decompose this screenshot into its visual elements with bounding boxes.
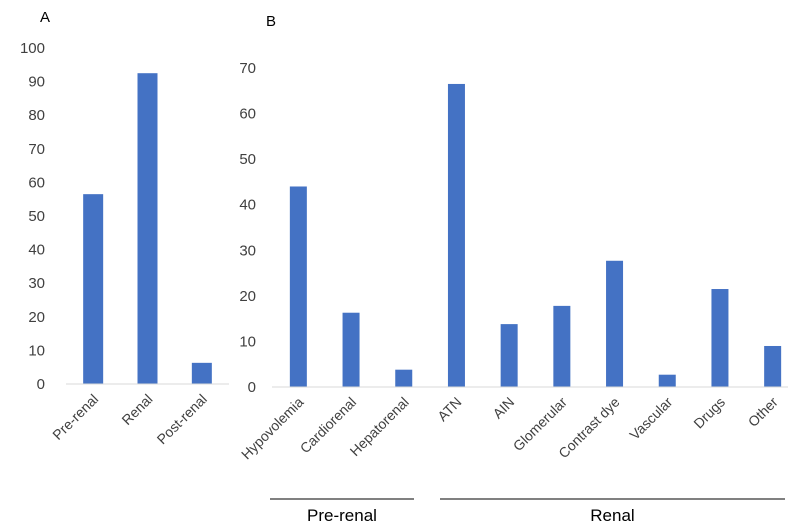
bar-hepatorenal <box>395 369 413 387</box>
panela-y-tick-label: 40 <box>28 242 45 259</box>
bar-post-renal <box>191 362 212 384</box>
panela-y-tick-label: 100 <box>20 40 45 57</box>
bar-cardiorenal <box>342 312 360 387</box>
panel-b-category-groups: Pre-renal Renal <box>270 498 785 525</box>
panel-a-chart: A 0 10 20 30 40 50 60 70 80 90 100 Pre-renal RenalP… <box>20 9 229 447</box>
panel-b-bars <box>289 83 782 387</box>
x-tick-label-vascular: Vascular <box>626 394 675 443</box>
panela-y-tick-label: 20 <box>28 309 45 326</box>
panel-b-y-axis-ticks: 0 10 20 30 40 50 60 70 <box>239 60 256 396</box>
panelb-y-tick-label: 70 <box>239 60 256 77</box>
panelb-y-tick-label: 20 <box>239 288 256 305</box>
x-tick-label-other: Other <box>745 394 781 430</box>
panelb-y-tick-label: 30 <box>239 242 256 259</box>
group-label-pre-renal: Pre-renal <box>307 506 377 525</box>
panela-y-tick-label: 10 <box>28 342 45 359</box>
panelb-y-tick-label: 0 <box>248 379 256 396</box>
panela-y-tick-label: 90 <box>28 74 45 91</box>
x-tick-label-post-renal: Post-renal <box>154 391 210 447</box>
bar-other <box>764 345 782 387</box>
panelb-y-tick-label: 50 <box>239 151 256 168</box>
panel-a-bars <box>83 73 212 384</box>
panela-y-tick-label: 30 <box>28 275 45 292</box>
x-tick-label-ain: AIN <box>489 394 517 422</box>
panela-y-tick-label: 0 <box>37 376 45 393</box>
bar-vascular <box>658 374 676 387</box>
bar-atn <box>447 83 465 387</box>
bar-renal <box>137 73 158 384</box>
bar-contrast-dye <box>606 260 624 387</box>
x-tick-label-hypovolemia: Hypovolemia <box>238 394 307 463</box>
group-label-renal: Renal <box>590 506 634 525</box>
bar-hypovolemia <box>289 186 307 387</box>
panelb-y-tick-label: 10 <box>239 333 256 350</box>
bar-pre-renal <box>83 194 104 384</box>
panela-y-tick-label: 70 <box>28 141 45 158</box>
panel-a-label: A <box>40 9 50 26</box>
panela-y-tick-label: 50 <box>28 208 45 225</box>
x-tick-label-drugs: Drugs <box>690 394 728 432</box>
bar-glomerular <box>553 305 571 387</box>
panel-a-y-axis-ticks: 0 10 20 30 40 50 60 70 80 90 100 <box>20 40 45 393</box>
panel-b-label: B <box>266 13 276 30</box>
x-tick-label-atn: ATN <box>434 394 464 424</box>
panelb-y-tick-label: 60 <box>239 106 256 123</box>
panela-y-tick-label: 60 <box>28 174 45 191</box>
x-tick-label-pre-renal: Pre-renal <box>49 391 101 443</box>
panela-y-tick-label: 80 <box>28 107 45 124</box>
x-tick-label-renal: Renal <box>118 391 155 428</box>
bar-ain <box>500 324 518 387</box>
panelb-y-tick-label: 40 <box>239 197 256 214</box>
bar-drugs <box>711 289 729 387</box>
